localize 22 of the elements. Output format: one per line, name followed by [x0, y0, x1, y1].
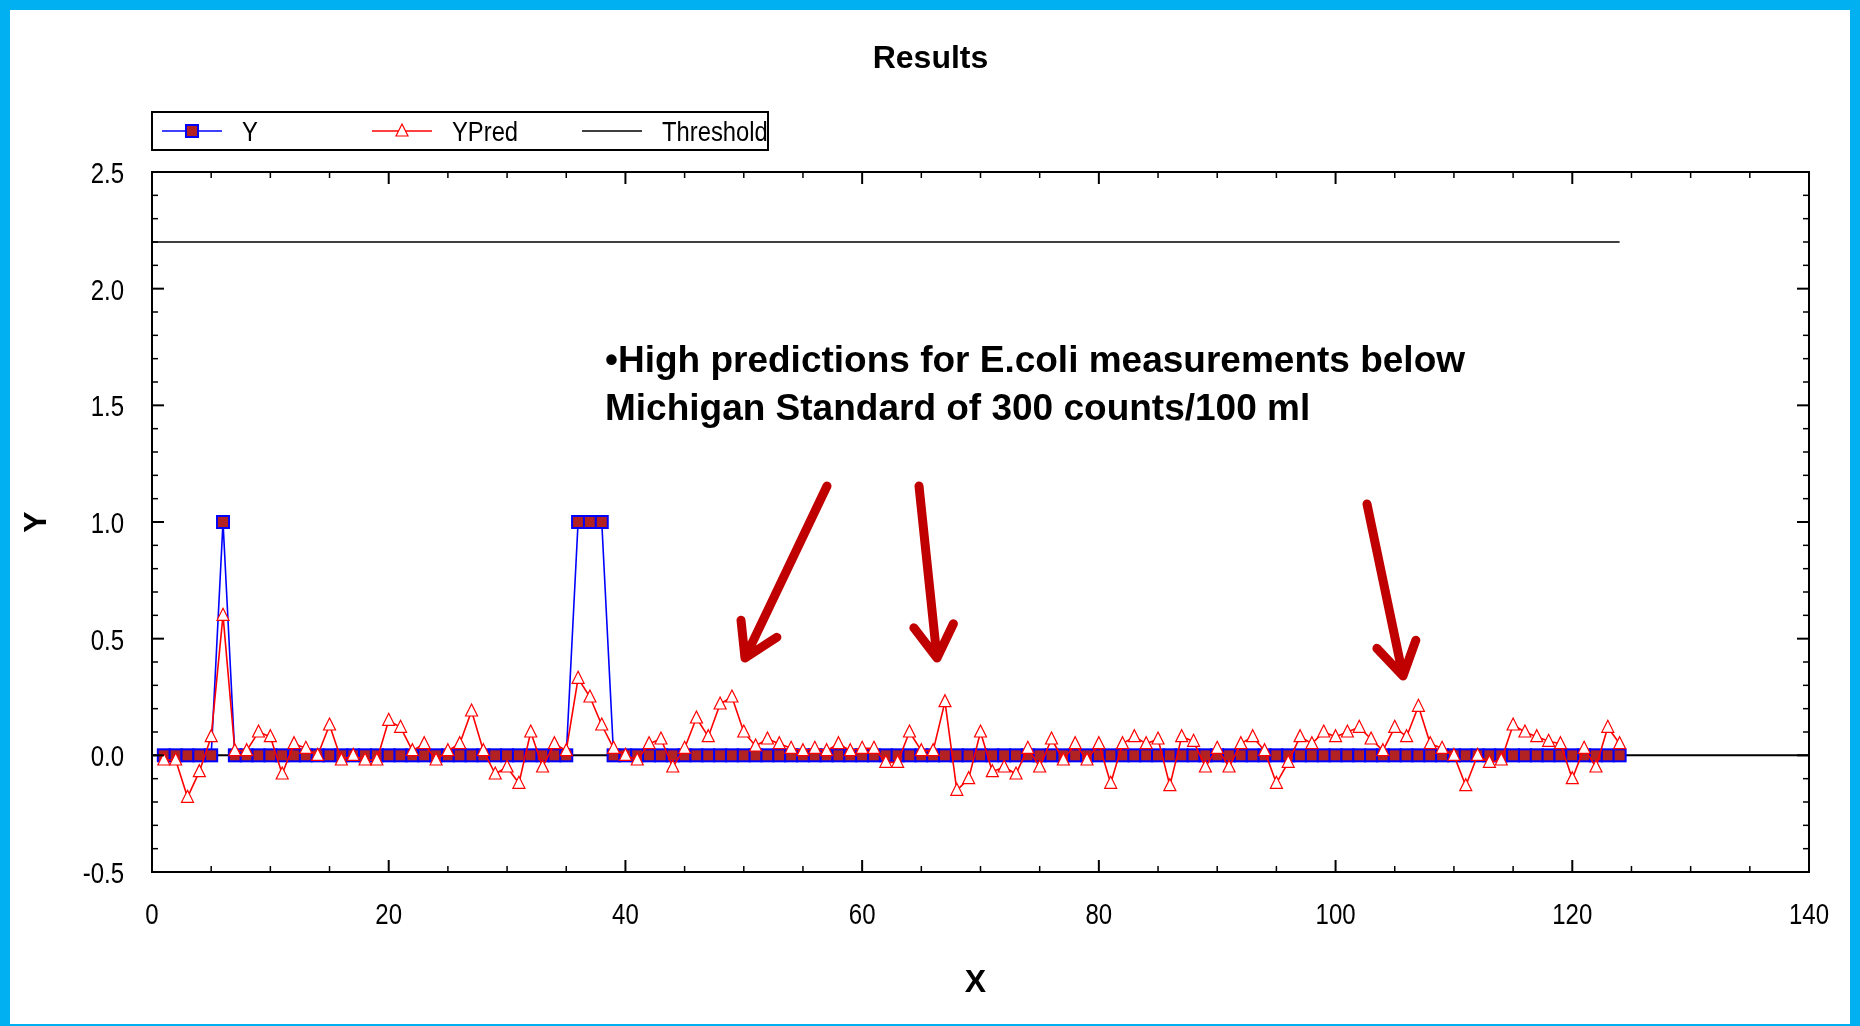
y-axis-title: Y — [17, 511, 53, 533]
chart-title: Results — [872, 39, 989, 75]
y-tick-label: 2.0 — [90, 272, 124, 307]
x-tick-label: 80 — [1085, 896, 1113, 931]
y-tick-label: 2.5 — [90, 155, 124, 190]
x-tick-label: 40 — [612, 896, 639, 931]
legend-label: Y — [242, 115, 258, 148]
x-tick-label: 60 — [848, 896, 876, 931]
x-tick-label: 120 — [1552, 896, 1593, 931]
y-tick-label: 1.0 — [90, 505, 124, 540]
y-tick-label: -0.5 — [82, 855, 124, 890]
y-tick-label: 0.5 — [90, 622, 124, 657]
y-tick-label: 0.0 — [90, 738, 124, 773]
x-axis-title: X — [964, 963, 987, 999]
x-tick-label: 20 — [375, 896, 403, 931]
legend-label: Threshold — [662, 115, 768, 148]
x-tick-label: 140 — [1788, 896, 1830, 931]
x-tick-label: 0 — [145, 896, 159, 931]
legend-label: YPred — [452, 115, 519, 148]
annotation: •High predictions for E.coli measurements below Michigan Standard of 300 counts/100 ml — [605, 339, 1466, 428]
y-tick-label: 1.5 — [90, 388, 124, 423]
x-tick-label: 100 — [1315, 896, 1356, 931]
